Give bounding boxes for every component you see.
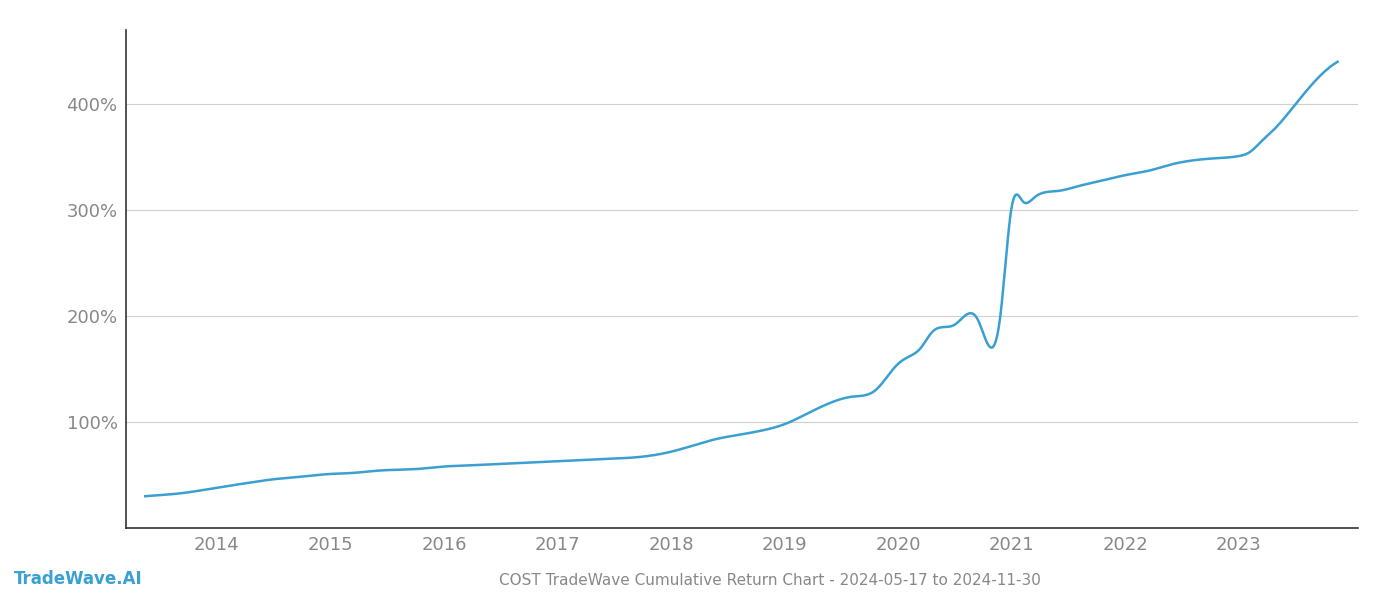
- Text: TradeWave.AI: TradeWave.AI: [14, 570, 143, 588]
- Text: COST TradeWave Cumulative Return Chart - 2024-05-17 to 2024-11-30: COST TradeWave Cumulative Return Chart -…: [498, 573, 1042, 588]
